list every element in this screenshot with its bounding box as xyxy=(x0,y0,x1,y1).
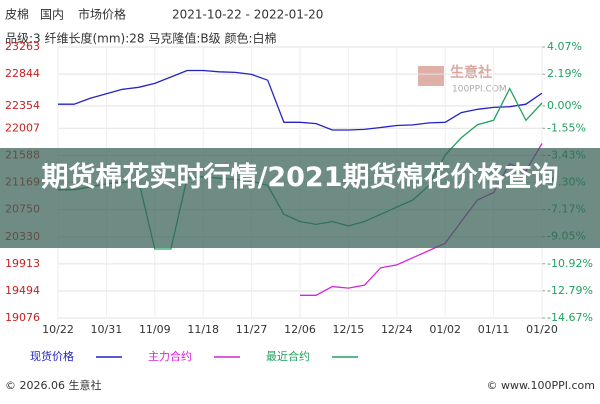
x-tick-label: 01/02 xyxy=(429,323,461,336)
y-tick-label: 23263 xyxy=(5,40,40,53)
header-product: 皮棉 xyxy=(5,8,29,22)
y-tick-label: 19494 xyxy=(5,284,40,297)
header-spec: 品级:3 纤维长度(mm):28 马克隆值:B级 颜色:白棉 xyxy=(5,31,277,46)
y-tick-label: 19076 xyxy=(5,311,40,324)
legend-label: 主力合约 xyxy=(148,349,192,363)
y2-tick-label: 2.19% xyxy=(547,67,582,80)
x-tick-label: 11/18 xyxy=(187,323,219,336)
watermark-site: 100PPI.COM xyxy=(452,85,507,95)
y-tick-label: 22007 xyxy=(5,121,40,134)
y-tick-label: 22354 xyxy=(5,99,40,112)
legend-label: 现货价格 xyxy=(30,349,74,363)
banner: 期货棉花实时行情/2021期货棉花价格查询 xyxy=(0,148,600,248)
footer-right: © www.100PPI.com xyxy=(487,379,595,392)
x-tick-label: 12/15 xyxy=(333,323,365,336)
series-line xyxy=(58,69,543,131)
x-tick-label: 12/24 xyxy=(381,323,413,336)
header-price-type: 市场价格 xyxy=(78,7,126,22)
footer-left: © 2026.06 生意社 xyxy=(5,378,101,392)
y2-tick-label: -10.92% xyxy=(547,257,593,270)
x-tick-label: 11/27 xyxy=(236,323,268,336)
x-tick-label: 01/11 xyxy=(478,323,510,336)
watermark-logo xyxy=(418,66,444,86)
watermark-brand: 生意社 xyxy=(450,64,492,81)
x-tick-label: 01/20 xyxy=(526,323,558,336)
y2-tick-label: 4.07% xyxy=(547,40,582,53)
legend-label: 最近合约 xyxy=(266,349,310,363)
y2-tick-label: 0.00% xyxy=(547,99,582,112)
x-tick-label: 11/09 xyxy=(139,323,171,336)
x-tick-label: 10/31 xyxy=(91,323,123,336)
x-tick-label: 12/06 xyxy=(284,323,316,336)
y-tick-label: 19913 xyxy=(5,257,40,270)
y2-tick-label: -1.55% xyxy=(547,121,586,134)
header-region: 国内 xyxy=(40,8,64,22)
x-tick-label: 10/22 xyxy=(42,323,74,336)
header-date-range: 2021-10-22 - 2022-01-20 xyxy=(172,8,323,22)
y-tick-label: 22844 xyxy=(5,67,40,80)
y2-tick-label: -14.67% xyxy=(547,311,593,324)
y2-tick-label: -12.79% xyxy=(547,284,593,297)
